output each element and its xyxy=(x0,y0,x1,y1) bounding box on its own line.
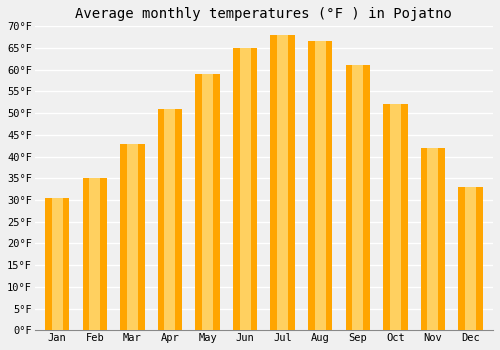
Title: Average monthly temperatures (°F ) in Pojatno: Average monthly temperatures (°F ) in Po… xyxy=(76,7,452,21)
Bar xyxy=(308,42,332,330)
Bar xyxy=(158,109,182,330)
Bar xyxy=(196,74,220,330)
Bar xyxy=(277,35,288,330)
Bar xyxy=(270,35,295,330)
Bar xyxy=(383,104,407,330)
Bar xyxy=(352,65,364,330)
Bar xyxy=(45,198,70,330)
Bar xyxy=(233,48,258,330)
Bar xyxy=(465,187,476,330)
Bar xyxy=(428,148,438,330)
Bar xyxy=(127,144,138,330)
Bar xyxy=(82,178,107,330)
Bar xyxy=(90,178,101,330)
Bar xyxy=(346,65,370,330)
Bar xyxy=(314,42,326,330)
Bar xyxy=(458,187,482,330)
Bar xyxy=(52,198,63,330)
Bar xyxy=(240,48,250,330)
Bar xyxy=(390,104,401,330)
Bar xyxy=(420,148,445,330)
Bar xyxy=(120,144,144,330)
Bar xyxy=(202,74,213,330)
Bar xyxy=(164,109,175,330)
